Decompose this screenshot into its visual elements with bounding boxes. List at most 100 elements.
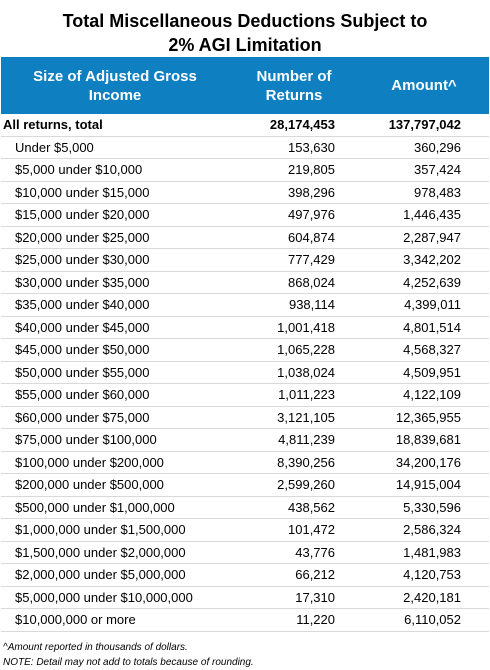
number-of-returns-cell: 1,065,228 xyxy=(229,338,359,362)
footnotes: ^Amount reported in thousands of dollars… xyxy=(0,640,490,670)
title-line-2: 2% AGI Limitation xyxy=(168,35,322,55)
header-number-of-returns: Number of Returns xyxy=(229,57,359,114)
amount-cell: 1,446,435 xyxy=(359,203,489,227)
income-range-cell: $500,000 under $1,000,000 xyxy=(1,496,229,519)
table-row: $200,000 under $500,000 2,599,260 14,915,0… xyxy=(1,473,489,497)
number-of-returns-cell: 1,011,223 xyxy=(229,383,359,407)
income-range-cell: Under $5,000 xyxy=(1,136,229,159)
table-body: All returns, total 28,174,453 137,797,042 U… xyxy=(1,114,489,632)
income-range-cell: $75,000 under $100,000 xyxy=(1,428,229,452)
income-range-cell: $5,000 under $10,000 xyxy=(1,158,229,182)
table-row: $40,000 under $45,000 1,001,418 4,801,514 xyxy=(1,316,489,339)
table-row: $5,000,000 under $10,000,000 17,310 2,420,… xyxy=(1,586,489,609)
table-header: Size of Adjusted Gross Income Number of … xyxy=(1,57,489,114)
table-row: $75,000 under $100,000 4,811,239 18,839,68… xyxy=(1,428,489,452)
table-row: $50,000 under $55,000 1,038,024 4,509,951 xyxy=(1,361,489,384)
number-of-returns-cell: 11,220 xyxy=(229,608,359,632)
table-row: $5,000 under $10,000 219,805 357,424 xyxy=(1,158,489,182)
amount-cell: 137,797,042 xyxy=(359,114,489,137)
income-range-cell: $5,000,000 under $10,000,000 xyxy=(1,586,229,609)
income-range-cell: $10,000,000 or more xyxy=(1,608,229,632)
income-range-cell: $100,000 under $200,000 xyxy=(1,451,229,474)
amount-cell: 4,509,951 xyxy=(359,361,489,384)
amount-cell: 4,120,753 xyxy=(359,563,489,587)
number-of-returns-cell: 3,121,105 xyxy=(229,406,359,429)
header-size-line-1: Size of Adjusted Gross xyxy=(33,67,197,85)
amount-cell: 4,801,514 xyxy=(359,316,489,339)
number-of-returns-cell: 398,296 xyxy=(229,181,359,204)
amount-cell: 4,399,011 xyxy=(359,293,489,317)
amount-cell: 978,483 xyxy=(359,181,489,204)
number-of-returns-cell: 868,024 xyxy=(229,271,359,294)
income-range-cell: $20,000 under $25,000 xyxy=(1,226,229,249)
table-row: $60,000 under $75,000 3,121,105 12,365,955 xyxy=(1,406,489,429)
table-row: $20,000 under $25,000 604,874 2,287,947 xyxy=(1,226,489,249)
header-amount: Amount^ xyxy=(359,57,489,114)
number-of-returns-cell: 219,805 xyxy=(229,158,359,182)
table-row-total: All returns, total 28,174,453 137,797,042 xyxy=(1,114,489,137)
number-of-returns-cell: 2,599,260 xyxy=(229,473,359,497)
number-of-returns-cell: 438,562 xyxy=(229,496,359,519)
income-range-cell: $25,000 under $30,000 xyxy=(1,248,229,272)
number-of-returns-cell: 101,472 xyxy=(229,518,359,542)
table-row: $35,000 under $40,000 938,114 4,399,011 xyxy=(1,293,489,317)
amount-cell: 357,424 xyxy=(359,158,489,182)
table-row: $25,000 under $30,000 777,429 3,342,202 xyxy=(1,248,489,272)
deductions-table: Size of Adjusted Gross Income Number of … xyxy=(1,57,489,632)
table-row: Under $5,000 153,630 360,296 xyxy=(1,136,489,159)
table-row: $45,000 under $50,000 1,065,228 4,568,327 xyxy=(1,338,489,362)
income-range-cell: $1,500,000 under $2,000,000 xyxy=(1,541,229,564)
amount-cell: 6,110,052 xyxy=(359,608,489,632)
amount-cell: 2,287,947 xyxy=(359,226,489,249)
number-of-returns-cell: 777,429 xyxy=(229,248,359,272)
amount-cell: 360,296 xyxy=(359,136,489,159)
header-size-line-2: Income xyxy=(88,86,142,104)
number-of-returns-cell: 153,630 xyxy=(229,136,359,159)
header-row: Size of Adjusted Gross Income Number of … xyxy=(1,57,489,114)
number-of-returns-cell: 938,114 xyxy=(229,293,359,317)
income-range-cell: All returns, total xyxy=(1,114,229,137)
amount-cell: 18,839,681 xyxy=(359,428,489,452)
footnote-amount: ^Amount reported in thousands of dollars… xyxy=(3,641,188,653)
income-range-cell: $2,000,000 under $5,000,000 xyxy=(1,563,229,587)
table-row: $55,000 under $60,000 1,011,223 4,122,109 xyxy=(1,383,489,407)
table-row: $100,000 under $200,000 8,390,256 34,200,1… xyxy=(1,451,489,474)
amount-cell: 2,586,324 xyxy=(359,518,489,542)
income-range-cell: $55,000 under $60,000 xyxy=(1,383,229,407)
number-of-returns-cell: 28,174,453 xyxy=(229,114,359,137)
amount-cell: 14,915,004 xyxy=(359,473,489,497)
title-line-1: Total Miscellaneous Deductions Subject t… xyxy=(62,11,428,31)
table-row: $1,500,000 under $2,000,000 43,776 1,481,9… xyxy=(1,541,489,564)
income-range-cell: $35,000 under $40,000 xyxy=(1,293,229,317)
income-range-cell: $10,000 under $15,000 xyxy=(1,181,229,204)
table-row: $10,000 under $15,000 398,296 978,483 xyxy=(1,181,489,204)
page-title: Total Miscellaneous Deductions Subject t… xyxy=(0,0,490,57)
amount-cell: 4,122,109 xyxy=(359,383,489,407)
table-row: $1,000,000 under $1,500,000 101,472 2,586,… xyxy=(1,518,489,542)
table-row: $30,000 under $35,000 868,024 4,252,639 xyxy=(1,271,489,294)
amount-cell: 4,252,639 xyxy=(359,271,489,294)
number-of-returns-cell: 1,001,418 xyxy=(229,316,359,339)
income-range-cell: $15,000 under $20,000 xyxy=(1,203,229,227)
number-of-returns-cell: 497,976 xyxy=(229,203,359,227)
income-range-cell: $1,000,000 under $1,500,000 xyxy=(1,518,229,542)
income-range-cell: $50,000 under $55,000 xyxy=(1,361,229,384)
footnote-rounding: NOTE: Detail may not add to totals becau… xyxy=(3,656,254,668)
number-of-returns-cell: 17,310 xyxy=(229,586,359,609)
number-of-returns-cell: 604,874 xyxy=(229,226,359,249)
header-returns-line-2: Returns xyxy=(265,86,323,104)
number-of-returns-cell: 4,811,239 xyxy=(229,428,359,452)
income-range-cell: $40,000 under $45,000 xyxy=(1,316,229,339)
header-size-of-agi: Size of Adjusted Gross Income xyxy=(1,57,229,114)
table-row: $500,000 under $1,000,000 438,562 5,330,59… xyxy=(1,496,489,519)
income-range-cell: $30,000 under $35,000 xyxy=(1,271,229,294)
header-amount-label: Amount^ xyxy=(391,77,457,94)
income-range-cell: $60,000 under $75,000 xyxy=(1,406,229,429)
amount-cell: 2,420,181 xyxy=(359,586,489,609)
header-returns-line-1: Number of xyxy=(256,67,332,85)
number-of-returns-cell: 43,776 xyxy=(229,541,359,564)
amount-cell: 4,568,327 xyxy=(359,338,489,362)
number-of-returns-cell: 8,390,256 xyxy=(229,451,359,474)
number-of-returns-cell: 66,212 xyxy=(229,563,359,587)
amount-cell: 3,342,202 xyxy=(359,248,489,272)
